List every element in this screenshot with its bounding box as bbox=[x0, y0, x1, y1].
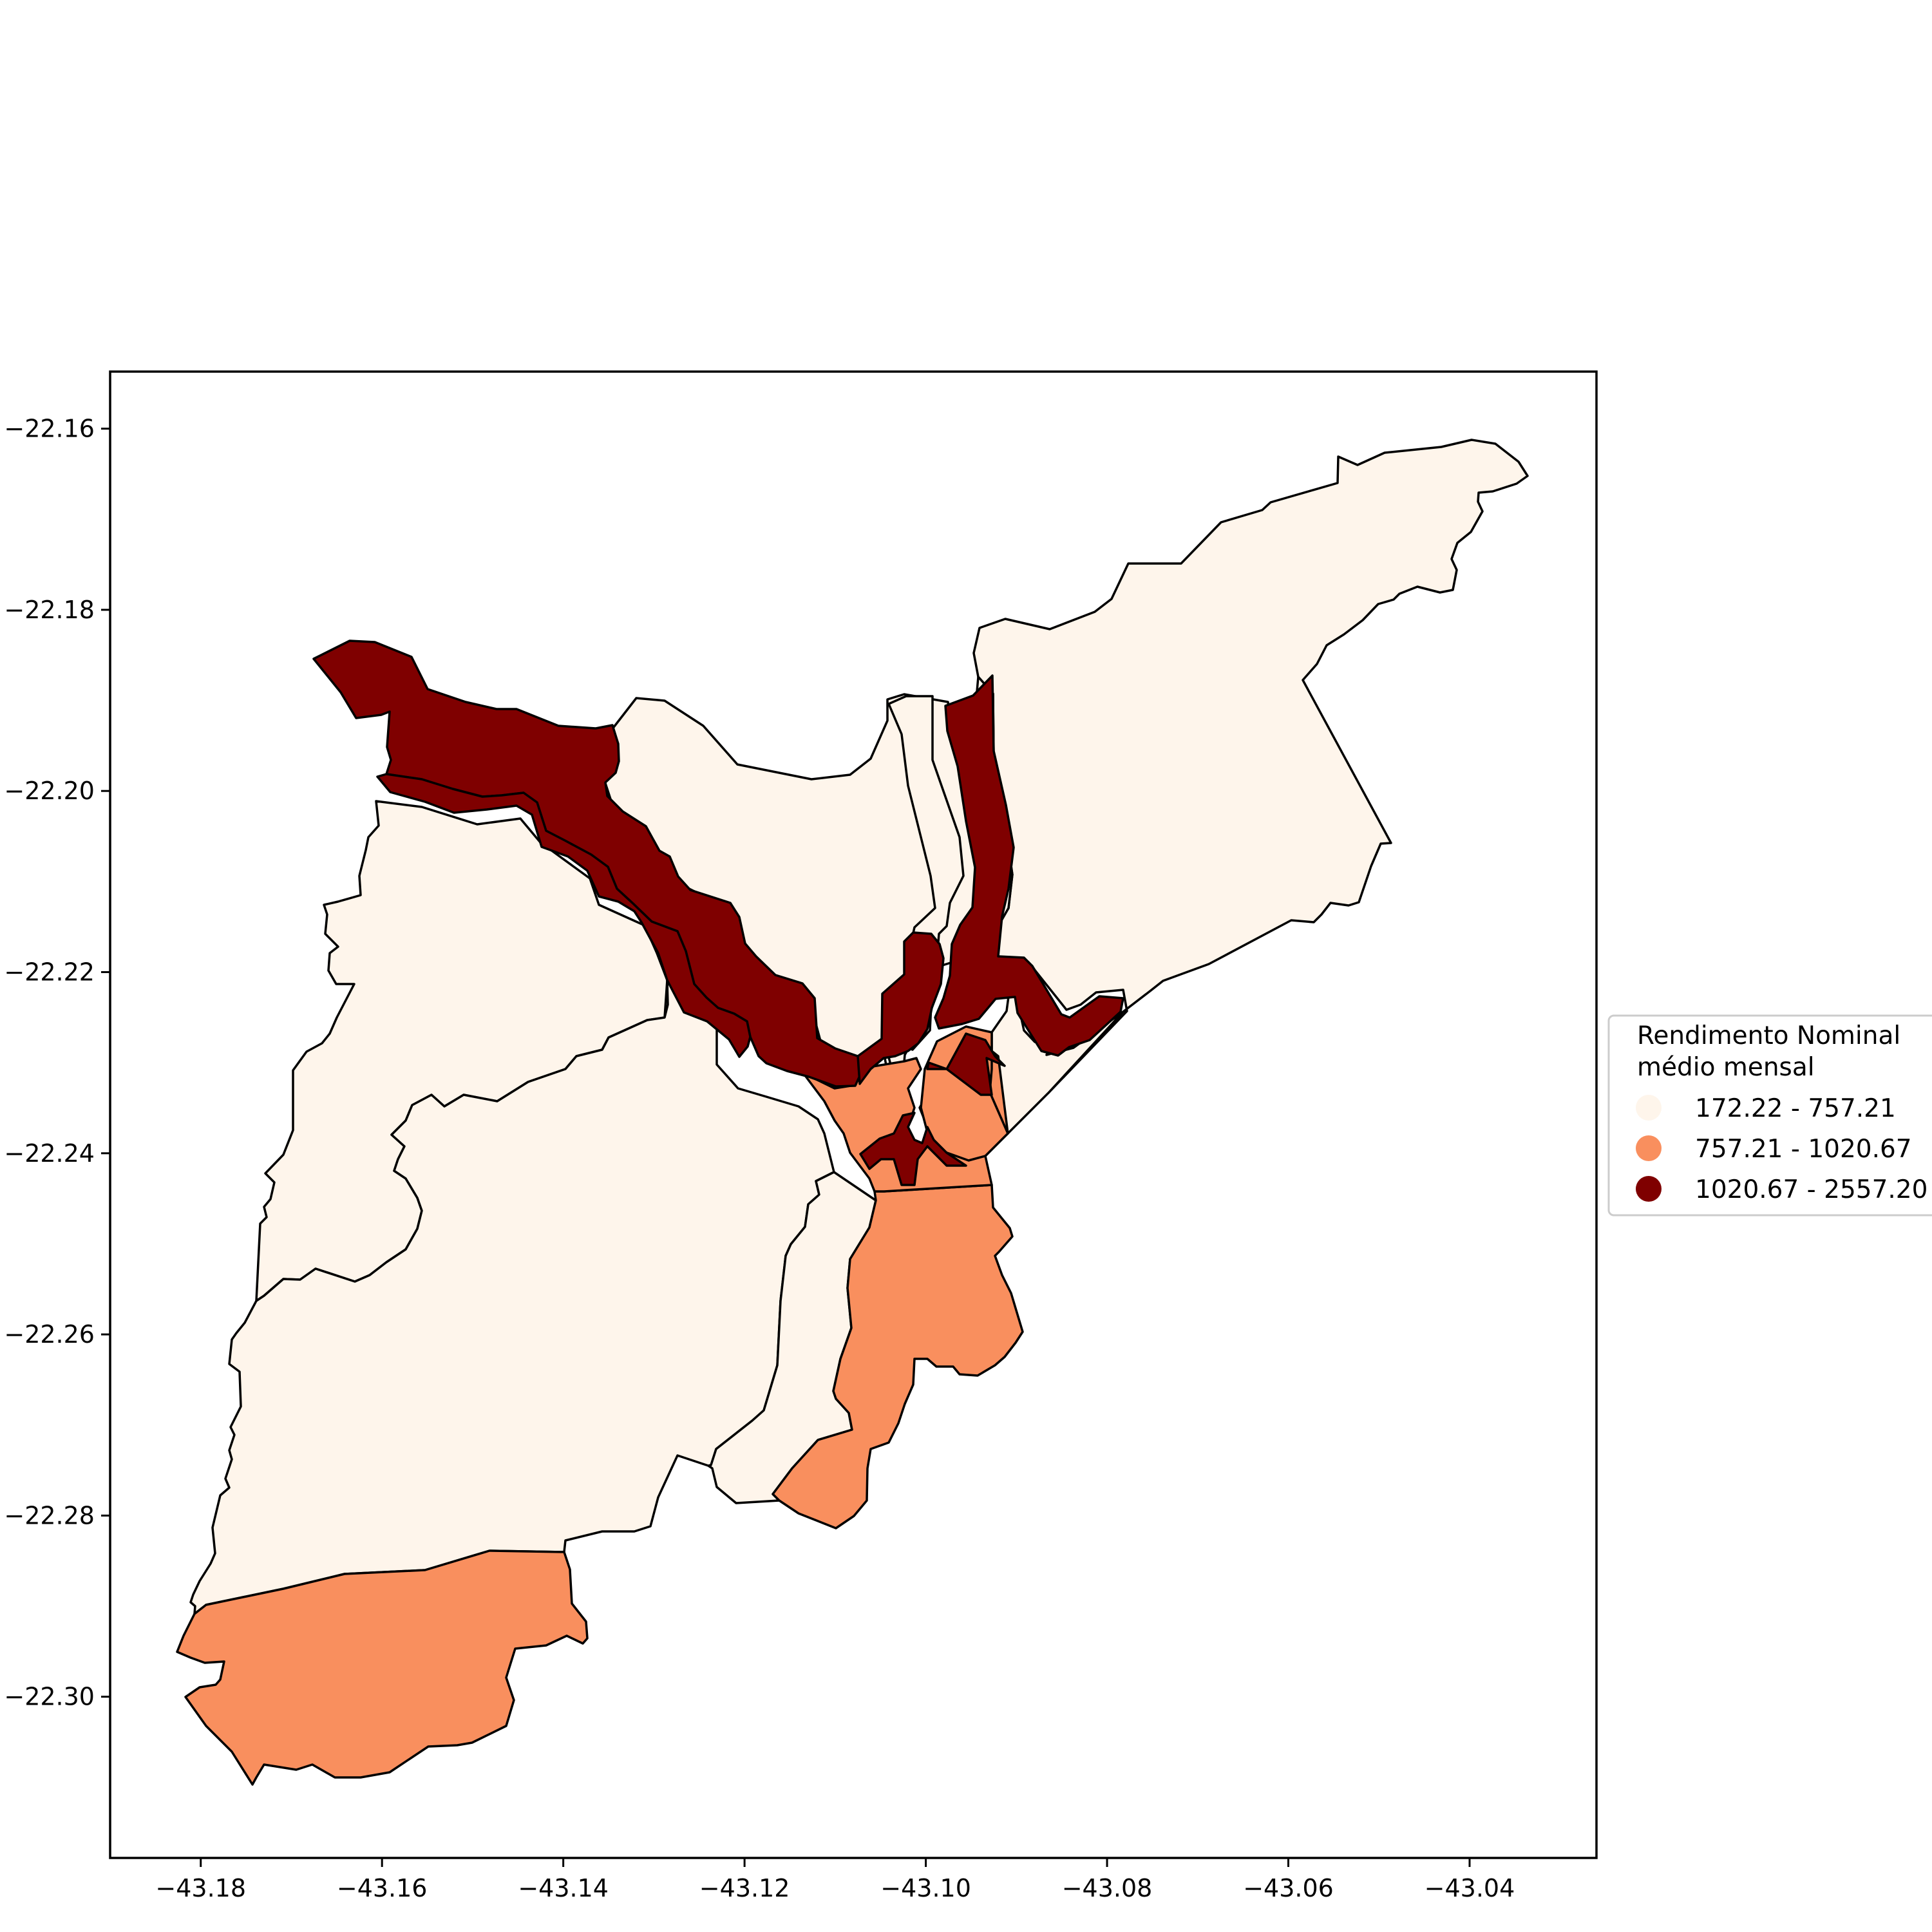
x-tick-label: −43.04 bbox=[1425, 1874, 1515, 1902]
region-northeast bbox=[972, 439, 1529, 1094]
y-tick-label: −22.22 bbox=[4, 958, 95, 986]
y-tick-label: −22.16 bbox=[4, 415, 95, 443]
legend-swatch-low bbox=[1636, 1095, 1662, 1121]
x-tick-label: −43.08 bbox=[1062, 1874, 1153, 1902]
region-south-dark-small bbox=[859, 1112, 967, 1186]
region-north-sub bbox=[376, 773, 752, 1058]
x-tick-label: −43.14 bbox=[518, 1874, 609, 1902]
map-regions bbox=[176, 439, 1529, 1786]
y-tick-label: −22.30 bbox=[4, 1683, 95, 1711]
legend-label-low: 172.22 - 757.21 bbox=[1695, 1094, 1896, 1123]
y-tick-label: −22.24 bbox=[4, 1139, 95, 1168]
legend-label-medium: 757.21 - 1020.67 bbox=[1695, 1135, 1912, 1164]
x-tick-label: −43.10 bbox=[880, 1874, 971, 1902]
y-tick-label: −22.18 bbox=[4, 596, 95, 624]
region-east-dark bbox=[934, 674, 1124, 1057]
plot-frame bbox=[109, 370, 1598, 1859]
legend-box bbox=[1607, 1014, 1932, 1217]
y-tick-label: −22.28 bbox=[4, 1501, 95, 1530]
y-tick-label: −22.20 bbox=[4, 777, 95, 805]
y-axis: −22.16 −22.18 −22.20 −22.22 −22.24 −22.26 −22.… bbox=[4, 415, 110, 1711]
region-center-dark bbox=[857, 931, 945, 1085]
region-east-dark-small bbox=[926, 1032, 1006, 1096]
x-tick-label: −43.06 bbox=[1243, 1874, 1334, 1902]
legend-swatch-high bbox=[1636, 1176, 1662, 1202]
legend-swatch-medium bbox=[1636, 1135, 1662, 1161]
x-tick-label: −43.18 bbox=[155, 1874, 246, 1902]
legend-title-line2: médio mensal bbox=[1637, 1053, 1815, 1082]
x-axis: −43.18 −43.16 −43.14 −43.12 −43.10 −43.08 −43.… bbox=[155, 1858, 1515, 1902]
legend-label-high: 1020.67 - 2557.20 bbox=[1695, 1175, 1927, 1204]
y-tick-label: −22.26 bbox=[4, 1320, 95, 1349]
x-tick-label: −43.12 bbox=[699, 1874, 790, 1902]
x-tick-label: −43.16 bbox=[337, 1874, 428, 1902]
region-southeast bbox=[772, 1184, 1024, 1530]
region-south-large bbox=[176, 1549, 589, 1786]
legend: Rendimento Nominal médio mensal 172.22 -… bbox=[1607, 1014, 1932, 1217]
legend-title-line1: Rendimento Nominal bbox=[1637, 1021, 1900, 1050]
